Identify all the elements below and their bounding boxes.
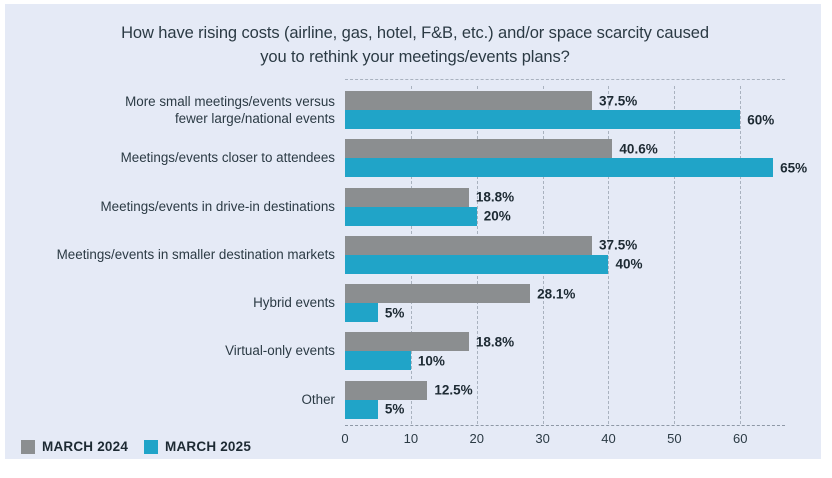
legend-swatch-icon bbox=[21, 439, 35, 454]
bar-value-label: 28.1% bbox=[537, 286, 576, 302]
gridline-50 bbox=[674, 86, 676, 424]
bar-group: 18.8% 10% bbox=[345, 327, 785, 375]
axis-baseline bbox=[345, 425, 785, 426]
bar-value-label: 37.5% bbox=[599, 93, 638, 108]
x-axis-tick-labels: 0 10 20 30 40 50 60 bbox=[341, 431, 795, 453]
bar-2024[interactable] bbox=[345, 91, 592, 110]
chart-title: How have rising costs (airline, gas, hot… bbox=[65, 22, 765, 70]
bar-row[interactable]: 20% bbox=[345, 206, 785, 226]
category-label: Other bbox=[301, 391, 336, 407]
bar-group: 28.1% 5% bbox=[345, 279, 785, 327]
bar-2024[interactable] bbox=[345, 187, 469, 207]
grid-top-line bbox=[345, 79, 785, 80]
bar-group: 37.5% 40% bbox=[345, 231, 785, 279]
bar-2025[interactable] bbox=[345, 110, 741, 129]
chart-title-line-1: How have rising costs (airline, gas, hot… bbox=[121, 24, 709, 42]
bar-2025[interactable] bbox=[345, 158, 774, 178]
bar-2024[interactable] bbox=[345, 380, 428, 400]
legend-item[interactable]: MARCH 2025 bbox=[144, 439, 251, 454]
bar-2024[interactable] bbox=[345, 139, 613, 159]
bar-2025[interactable] bbox=[345, 206, 477, 226]
bar-2025[interactable] bbox=[345, 399, 378, 419]
x-tick-0: 0 bbox=[341, 431, 349, 446]
legend-label: MARCH 2025 bbox=[165, 439, 252, 454]
bar-value-label: 10% bbox=[417, 353, 445, 369]
gridline-40 bbox=[608, 86, 610, 424]
category-label: Meetings/events in drive-in destinations bbox=[100, 198, 335, 214]
x-tick-10: 10 bbox=[403, 431, 419, 446]
bar-row[interactable]: 65% bbox=[345, 158, 807, 178]
x-tick-50: 50 bbox=[667, 431, 682, 446]
bar-value-label: 18.8% bbox=[475, 334, 515, 350]
x-tick-60: 60 bbox=[732, 431, 748, 446]
bar-2024[interactable] bbox=[345, 235, 592, 255]
plot-area: 37.5% 60% 40.6% 65% 18.8% 20% 37.5% 40% 28.1% 5% 1… bbox=[345, 79, 807, 426]
bar-2025[interactable] bbox=[345, 303, 378, 323]
bar-group: 37.5% 60% bbox=[345, 86, 785, 134]
bar-value-label: 40.6% bbox=[619, 141, 658, 157]
x-tick-30: 30 bbox=[535, 431, 550, 446]
x-tick-40: 40 bbox=[601, 431, 616, 446]
bar-2024[interactable] bbox=[345, 332, 469, 352]
legend-item[interactable]: MARCH 2024 bbox=[21, 439, 128, 454]
bar-2024[interactable] bbox=[345, 284, 531, 304]
bar-value-label: 5% bbox=[384, 305, 405, 321]
bar-value-label: 5% bbox=[384, 401, 405, 417]
bar-2025[interactable] bbox=[345, 351, 411, 371]
bar-row[interactable]: 18.8% bbox=[345, 332, 785, 352]
category-label: Meetings/events closer to attendees bbox=[120, 150, 335, 166]
bar-row[interactable]: 40% bbox=[345, 254, 785, 274]
category-label: Virtual-only events bbox=[225, 343, 335, 359]
bar-value-label: 65% bbox=[780, 160, 808, 176]
chart-figure: How have rising costs (airline, gas, hot… bbox=[5, 4, 821, 459]
legend-swatch-icon bbox=[144, 439, 159, 454]
bar-row[interactable]: 37.5% bbox=[345, 235, 785, 255]
bar-group: 40.6% 65% bbox=[345, 134, 807, 182]
bar-value-label: 18.8% bbox=[475, 189, 515, 205]
bar-row[interactable]: 10% bbox=[345, 351, 785, 371]
bar-2025[interactable] bbox=[345, 254, 609, 274]
bar-value-label: 20% bbox=[483, 208, 511, 224]
bar-row[interactable]: 28.1% bbox=[345, 284, 785, 304]
bar-group: 12.5% 5% bbox=[345, 376, 785, 424]
gridline-60 bbox=[740, 86, 742, 424]
bar-value-label: 40% bbox=[615, 256, 643, 272]
bar-row[interactable]: 18.8% bbox=[345, 187, 785, 207]
bar-row[interactable]: 12.5% bbox=[345, 380, 785, 400]
bar-row[interactable]: 37.5% bbox=[345, 91, 785, 110]
category-label: Meetings/events in smaller destination m… bbox=[56, 246, 335, 262]
bar-value-label: 12.5% bbox=[434, 382, 473, 398]
legend-label: MARCH 2024 bbox=[42, 439, 129, 454]
chart-title-line-2: you to rethink your meetings/events plan… bbox=[260, 47, 570, 66]
bar-row[interactable]: 5% bbox=[345, 399, 785, 419]
chart-legend: MARCH 2024 MARCH 2025 bbox=[21, 439, 251, 454]
bar-value-label: 37.5% bbox=[599, 237, 638, 253]
bar-value-label: 60% bbox=[747, 112, 775, 127]
category-label: Hybrid events bbox=[253, 295, 335, 311]
bar-row[interactable]: 60% bbox=[345, 110, 785, 129]
bar-group: 18.8% 20% bbox=[345, 183, 785, 231]
bar-row[interactable]: 5% bbox=[345, 303, 785, 323]
x-tick-20: 20 bbox=[469, 431, 484, 446]
category-label: More small meetings/events versus fewer … bbox=[125, 93, 335, 127]
bar-row[interactable]: 40.6% bbox=[345, 139, 785, 159]
category-axis-labels: More small meetings/events versus fewer … bbox=[50, 86, 335, 424]
